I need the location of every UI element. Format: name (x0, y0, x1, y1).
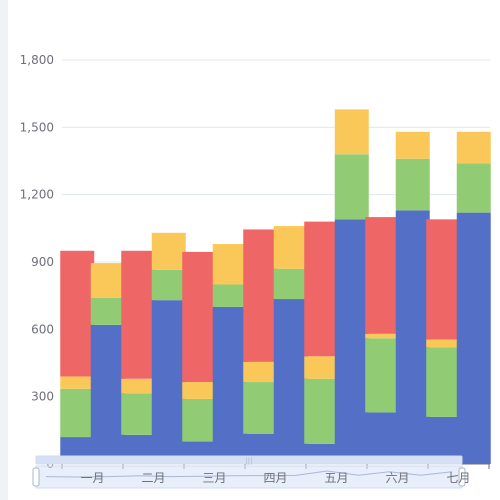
bar-segment (182, 382, 217, 399)
bar-segment (456, 131, 491, 164)
y-tick-label: 600 (31, 322, 54, 336)
bar-segment (243, 229, 278, 362)
bar-segment (426, 347, 461, 417)
bar-segment (182, 398, 217, 442)
y-tick-label: 300 (31, 390, 54, 404)
bar-segment (273, 226, 308, 269)
bar-segment (456, 163, 491, 213)
bar-segment (304, 356, 339, 379)
zoom-grip-icon[interactable]: ||| (245, 457, 252, 465)
y-tick-label: 1,800 (20, 53, 54, 67)
bar-segment (121, 393, 156, 435)
y-tick-label: 1,500 (20, 120, 54, 134)
bar-segment (304, 221, 339, 357)
bar-segment (365, 338, 400, 413)
bar-segment (365, 333, 400, 339)
bar-segment (121, 250, 156, 379)
bar-segment (90, 297, 125, 325)
bar-segment (243, 361, 278, 383)
bar-segment (151, 300, 186, 464)
bar-segment (151, 269, 186, 301)
bar-segment (395, 158, 430, 211)
zoom-move-bar[interactable] (35, 455, 463, 465)
bar-segment (304, 378, 339, 444)
bar-segment (60, 376, 95, 389)
x-tick-label: 五月 (324, 471, 348, 485)
bar-segment (60, 250, 95, 377)
x-tick-label: 六月 (385, 471, 409, 485)
bar-segment (365, 412, 400, 464)
x-tick-label: 四月 (263, 471, 287, 485)
bar-segment (121, 378, 156, 394)
bar-segment (90, 263, 125, 298)
bar-segment (212, 244, 247, 285)
bar-segment (426, 339, 461, 348)
bar-segment (334, 109, 369, 155)
x-tick-label: 一月 (80, 471, 104, 485)
bar-segment (365, 217, 400, 334)
bar-segment (426, 219, 461, 340)
x-tick-label: 二月 (141, 471, 165, 485)
bar-segment (334, 219, 369, 464)
bar-segment (273, 268, 308, 300)
bar-segment (395, 210, 430, 464)
bar-segment (60, 388, 95, 438)
x-tick-label: 七月 (446, 471, 470, 485)
y-tick-label: 900 (31, 255, 54, 269)
bar-segment (212, 284, 247, 307)
zoom-preview-line (45, 470, 453, 478)
zoom-handle-left[interactable] (32, 467, 40, 487)
bar-segment (151, 232, 186, 270)
y-tick-label: 1,200 (20, 188, 54, 202)
bar-segment (456, 212, 491, 464)
bar-segment (90, 324, 125, 464)
bar-segment (334, 154, 369, 220)
bar-layer (60, 109, 491, 464)
bar-segment (212, 306, 247, 464)
bar-segment (243, 382, 278, 434)
bar-segment (273, 299, 308, 464)
x-tick-label: 三月 (202, 471, 226, 485)
bar-segment (395, 131, 430, 159)
side-strip (0, 0, 8, 500)
data-zoom-slider[interactable]: ||| 一月 二月 三月 四月 五月 六月 七月 (32, 455, 471, 489)
zoom-handle-right[interactable] (458, 467, 466, 487)
bar-segment (182, 251, 217, 383)
